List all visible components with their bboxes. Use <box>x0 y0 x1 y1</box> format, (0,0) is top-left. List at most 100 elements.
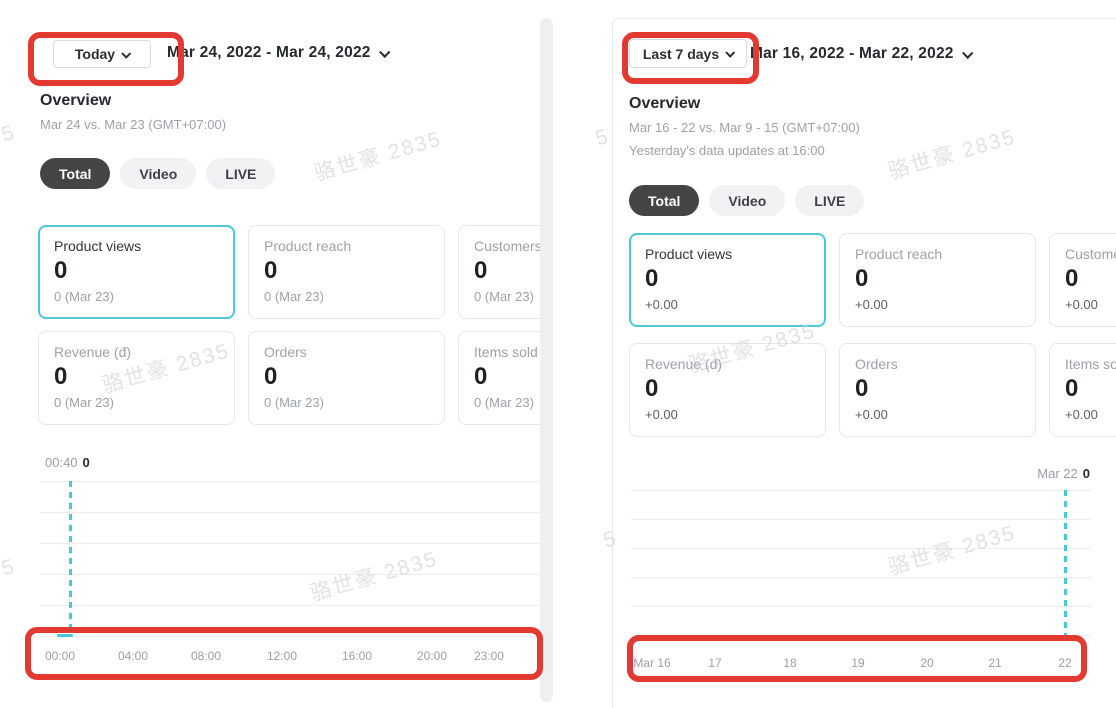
metric-card-customers[interactable]: Customers 0 +0.00 <box>1049 233 1116 327</box>
x-tick: Mar 16 <box>633 656 671 670</box>
gridline <box>40 512 540 513</box>
comparison-text: Mar 24 vs. Mar 23 (GMT+07:00) <box>40 117 227 132</box>
metric-value: 0 <box>264 257 278 284</box>
tab-total[interactable]: Total <box>629 185 700 216</box>
tab-video[interactable]: Video <box>120 158 197 189</box>
gridline <box>40 574 540 575</box>
gridline <box>40 605 540 606</box>
tab-live[interactable]: LIVE <box>795 185 865 216</box>
metric-label: Product reach <box>264 238 352 254</box>
metric-value: 0 <box>264 363 278 390</box>
x-tick: 21 <box>988 656 1002 670</box>
metric-label: Customers <box>474 238 540 254</box>
metric-card-customers[interactable]: Customers 0 0 (Mar 23) <box>458 225 540 319</box>
chart-hover-label: Mar 22 0 <box>1037 466 1090 481</box>
series-line <box>57 634 73 637</box>
x-tick: 00:00 <box>44 649 76 663</box>
date-preset-label: Last 7 days <box>642 45 720 62</box>
metric-card-items-sold[interactable]: Items sold 0 +0.00 <box>1049 343 1116 437</box>
chevron-down-icon <box>121 48 132 59</box>
tab-video[interactable]: Video <box>709 185 786 216</box>
gridline <box>631 606 1091 607</box>
metric-card-orders[interactable]: Orders 0 0 (Mar 23) <box>248 331 445 425</box>
x-tick: 18 <box>783 656 797 670</box>
x-tick: 04:00 <box>117 649 149 663</box>
date-preset-button-today[interactable]: Today <box>53 40 151 68</box>
date-preset-label: Today <box>74 46 116 62</box>
metric-card-product-reach[interactable]: Product reach 0 +0.00 <box>839 233 1036 327</box>
metric-secondary: +0.00 <box>1065 407 1098 423</box>
date-preset-button-last-7-days[interactable]: Last 7 days <box>629 39 747 68</box>
metric-value: 0 <box>855 375 869 402</box>
hover-crosshair-line <box>69 481 72 637</box>
metric-label: Orders <box>855 356 898 372</box>
metric-card-product-views[interactable]: Product views 0 0 (Mar 23) <box>38 225 235 319</box>
date-range-selector[interactable]: Mar 16, 2022 - Mar 22, 2022 <box>750 45 973 63</box>
date-range-text: Mar 24, 2022 - Mar 24, 2022 <box>167 44 371 61</box>
metric-label: Customers <box>1065 246 1116 262</box>
gridline <box>631 577 1091 578</box>
metric-secondary: 0 (Mar 23) <box>264 395 324 411</box>
metric-value: 0 <box>54 257 68 284</box>
metric-value: 0 <box>54 363 68 390</box>
metric-value: 0 <box>1065 265 1079 292</box>
vertical-scrollbar[interactable] <box>540 18 553 702</box>
metric-card-orders[interactable]: Orders 0 +0.00 <box>839 343 1036 437</box>
chevron-down-icon <box>961 47 973 59</box>
metric-value: 0 <box>1065 375 1079 402</box>
update-note: Yesterday's data updates at 16:00 <box>629 143 825 158</box>
metric-secondary: 0 (Mar 23) <box>474 395 534 411</box>
x-tick: 23:00 <box>473 649 505 663</box>
metric-value: 0 <box>645 375 659 402</box>
panel-last-7-days: Last 7 days Mar 16, 2022 - Mar 22, 2022 … <box>612 18 1116 708</box>
hover-time: 00:40 <box>45 455 78 470</box>
gridline <box>631 635 1091 636</box>
page-title: Overview <box>629 95 701 112</box>
gridline <box>40 636 540 637</box>
chart-hover-label: 00:40 0 <box>45 455 90 470</box>
metric-card-product-views[interactable]: Product views 0 +0.00 <box>629 233 826 327</box>
watermark-text: 5 <box>592 124 613 151</box>
x-tick: 19 <box>851 656 865 670</box>
metric-value: 0 <box>474 257 488 284</box>
metric-label: Product views <box>54 238 142 254</box>
x-tick: 12:00 <box>266 649 298 663</box>
metric-secondary: +0.00 <box>855 297 888 313</box>
gridline <box>631 548 1091 549</box>
gridline <box>631 519 1091 520</box>
tab-live[interactable]: LIVE <box>206 158 276 189</box>
x-tick: 20 <box>920 656 934 670</box>
panel-today: Today Mar 24, 2022 - Mar 24, 2022 Overvi… <box>0 0 540 708</box>
metric-card-items-sold[interactable]: Items sold 0 0 (Mar 23) <box>458 331 540 425</box>
x-tick: 17 <box>708 656 722 670</box>
metric-card-revenue[interactable]: Revenue (đ) 0 0 (Mar 23) <box>38 331 235 425</box>
metric-label: Orders <box>264 344 307 360</box>
gridline <box>40 481 540 482</box>
metric-label: Product views <box>645 246 733 262</box>
hover-value: 0 <box>82 455 90 470</box>
metric-card-product-reach[interactable]: Product reach 0 0 (Mar 23) <box>248 225 445 319</box>
x-tick: 20:00 <box>416 649 448 663</box>
chevron-down-icon <box>725 47 736 58</box>
scope-tabs: Total Video LIVE <box>629 185 865 216</box>
tab-total[interactable]: Total <box>40 158 111 189</box>
metric-value: 0 <box>474 363 488 390</box>
scope-tabs: Total Video LIVE <box>40 158 276 189</box>
metric-secondary: 0 (Mar 23) <box>54 395 114 411</box>
metric-label: Revenue (đ) <box>645 356 723 372</box>
metric-label: Revenue (đ) <box>54 344 132 360</box>
gridline <box>40 543 540 544</box>
x-tick: 16:00 <box>341 649 373 663</box>
date-range-selector[interactable]: Mar 24, 2022 - Mar 24, 2022 <box>167 44 390 62</box>
gridline <box>631 490 1091 491</box>
metric-value: 0 <box>855 265 869 292</box>
hover-crosshair-line <box>1064 490 1067 637</box>
x-tick: 22 <box>1058 656 1072 670</box>
metric-secondary: 0 (Mar 23) <box>264 289 324 305</box>
metric-secondary: +0.00 <box>855 407 888 423</box>
chevron-down-icon <box>378 46 390 58</box>
metric-secondary: +0.00 <box>645 407 678 423</box>
metric-card-revenue[interactable]: Revenue (đ) 0 +0.00 <box>629 343 826 437</box>
metric-label: Items sold <box>474 344 538 360</box>
metric-secondary: 0 (Mar 23) <box>54 289 114 305</box>
